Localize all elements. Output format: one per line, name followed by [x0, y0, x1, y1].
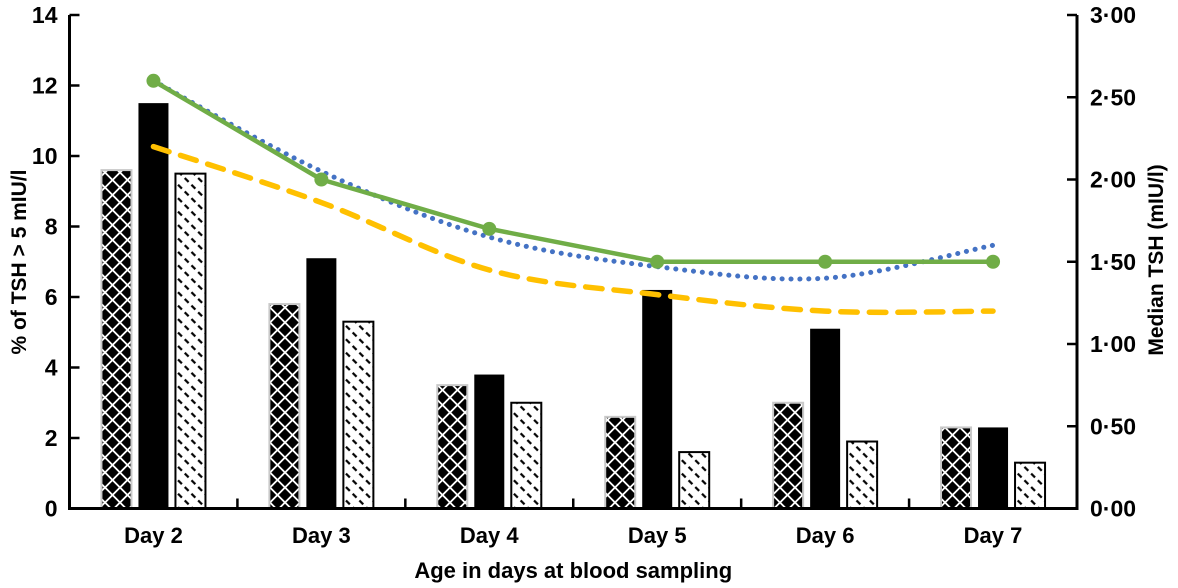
bar-series-solid-black — [138, 103, 1009, 509]
bar — [342, 320, 375, 510]
right-axis-tick-label: 1·50 — [1090, 249, 1136, 275]
bar — [100, 169, 133, 510]
left-axis-tick-label: 12 — [32, 73, 58, 99]
bar — [268, 303, 301, 510]
right-axis-tick-label: 0·50 — [1090, 413, 1136, 439]
bar — [642, 289, 673, 509]
bar — [846, 440, 879, 510]
yellow-dashed-line — [150, 143, 996, 316]
x-category-label: Day 2 — [124, 523, 183, 548]
green-solid-line — [152, 78, 994, 264]
bar — [474, 374, 505, 509]
x-category-label: Day 7 — [964, 523, 1023, 548]
right-axis-tick-label: 1·00 — [1090, 331, 1136, 357]
x-category-label: Day 4 — [460, 523, 519, 548]
left-axis-tick-label: 4 — [45, 355, 58, 381]
left-axis-tick-label: 14 — [32, 2, 58, 28]
left-axis-tick-label: 8 — [45, 214, 58, 240]
green-circle-marker — [650, 254, 665, 269]
bar — [436, 384, 469, 510]
left-axis-tick-label: 10 — [32, 143, 58, 169]
bar-series-diamond-checker — [100, 169, 973, 510]
green-circle-marker — [986, 254, 1001, 269]
x-category-label: Day 6 — [796, 523, 855, 548]
bar — [1014, 461, 1047, 510]
bar-series-diagonal-hatch — [174, 172, 1047, 510]
x-category-label: Day 3 — [292, 523, 351, 548]
x-axis-title: Age in days at blood sampling — [414, 558, 732, 583]
right-axis-tick-label: 2·00 — [1090, 167, 1136, 193]
right-axis-title: Median TSH (mIU/l) — [1145, 164, 1168, 355]
green-circle-marker — [314, 172, 329, 187]
bar — [940, 426, 973, 510]
left-axis-tick-label: 6 — [45, 284, 58, 310]
bar — [772, 401, 805, 510]
blue-dotted-line — [150, 78, 996, 282]
right-axis-tick-label: 3·00 — [1090, 2, 1136, 28]
green-line-markers — [146, 73, 1001, 269]
bar — [306, 258, 337, 509]
green-circle-marker — [146, 73, 161, 88]
left-axis-title: % of TSH > 5 mIU/l — [8, 170, 31, 355]
right-axis-tick-label: 2·50 — [1090, 84, 1136, 110]
right-axis-tick-label: 0·00 — [1090, 496, 1136, 522]
bar — [604, 415, 637, 510]
bar — [174, 172, 207, 510]
bar — [138, 103, 169, 509]
bar — [510, 401, 543, 510]
x-category-label: Day 5 — [628, 523, 687, 548]
left-axis-tick-label: 0 — [45, 496, 58, 522]
bar — [978, 427, 1009, 509]
bar — [810, 328, 841, 509]
bar — [678, 451, 711, 510]
left-axis-tick-label: 2 — [45, 425, 58, 451]
green-circle-marker — [482, 221, 497, 236]
green-circle-marker — [818, 254, 833, 269]
